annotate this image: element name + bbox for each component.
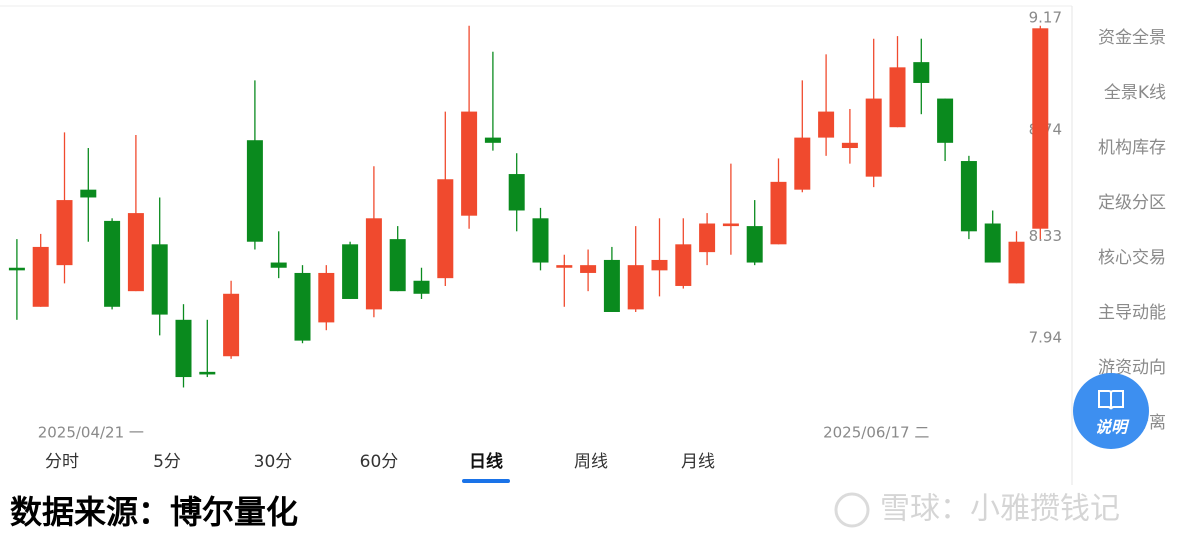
help-icon xyxy=(1098,390,1124,410)
help-label: 说明 xyxy=(1095,418,1130,437)
sidebar: 资金全景全景K线机构库存定级分区核心交易主导动能游资动向筹码分离 xyxy=(1098,28,1166,433)
candle-body xyxy=(699,223,716,253)
candle-body xyxy=(32,246,49,307)
candle-body xyxy=(318,272,335,323)
candle-body xyxy=(175,319,192,378)
candle-body xyxy=(984,223,1001,263)
sidebar-item[interactable]: 机构库存 xyxy=(1098,138,1166,158)
watermark: 雪球：小雅攒钱记 xyxy=(834,492,1120,528)
candle-body xyxy=(865,98,882,177)
candle-body xyxy=(389,239,406,292)
sidebar-item[interactable]: 核心交易 xyxy=(1098,248,1166,268)
sidebar-item[interactable]: 主导动能 xyxy=(1098,303,1166,323)
candle-body xyxy=(199,371,216,375)
tab-bar: 分时 5分 30分 60分 日线 周线 月线 xyxy=(45,451,715,483)
y-tick-label: 9.17 xyxy=(1029,8,1062,26)
help-button-bg xyxy=(1073,373,1149,449)
candle-body xyxy=(651,259,668,271)
candle-body xyxy=(270,262,287,268)
candle-body xyxy=(365,218,382,310)
tab[interactable]: 分时 xyxy=(45,452,79,472)
candle-body xyxy=(937,98,954,143)
help-button[interactable]: 说明 xyxy=(1073,373,1149,449)
candle-body xyxy=(8,267,25,271)
tab[interactable]: 60分 xyxy=(360,452,399,472)
y-tick-label: 8.33 xyxy=(1029,227,1062,245)
x-tick-label: 2025/04/21 一 xyxy=(38,424,144,442)
candle-body xyxy=(722,223,739,227)
candle-body xyxy=(342,244,359,299)
candle-body xyxy=(841,142,858,149)
candle-body xyxy=(246,140,263,242)
candle-body xyxy=(627,265,644,310)
candle-body xyxy=(960,161,977,232)
watermark-text: 雪球：小雅攒钱记 xyxy=(880,492,1120,527)
candle-body xyxy=(461,111,478,216)
candle-body xyxy=(127,213,144,292)
candle-body xyxy=(1032,28,1049,229)
candle-body xyxy=(556,265,573,268)
sidebar-item[interactable]: 资金全景 xyxy=(1098,28,1166,48)
candle-body xyxy=(794,137,811,190)
y-tick-label: 7.94 xyxy=(1029,329,1062,347)
candle-body xyxy=(151,244,168,315)
candle-body xyxy=(437,179,454,279)
source-text: 数据来源：博尔量化 xyxy=(10,493,298,531)
candle-body xyxy=(913,62,930,83)
sidebar-item[interactable]: 游资动向 xyxy=(1098,358,1166,378)
candle-body xyxy=(818,111,835,138)
candle-body xyxy=(484,137,501,143)
candle-body xyxy=(746,226,763,263)
candle-body xyxy=(770,181,787,245)
candle-body xyxy=(80,189,97,198)
tab[interactable]: 周线 xyxy=(574,452,608,472)
tab-underline xyxy=(462,479,510,483)
tab[interactable]: 日线 xyxy=(469,451,503,472)
sidebar-item[interactable]: 定级分区 xyxy=(1098,193,1166,213)
candle-body xyxy=(413,280,430,294)
candle-body xyxy=(532,218,549,263)
candle-body xyxy=(580,265,597,273)
candle-body xyxy=(56,200,73,266)
candle-body xyxy=(675,244,692,286)
tab[interactable]: 30分 xyxy=(254,452,293,472)
sidebar-item[interactable]: 全景K线 xyxy=(1104,83,1166,103)
candle-body xyxy=(104,220,121,307)
tab[interactable]: 5分 xyxy=(153,452,181,472)
candle-body xyxy=(1008,241,1025,284)
candle-body xyxy=(889,67,906,128)
candle-body xyxy=(508,174,525,211)
candle-body xyxy=(603,259,620,312)
tab[interactable]: 月线 xyxy=(681,452,715,472)
x-tick-label: 2025/06/17 二 xyxy=(823,424,929,442)
watermark-logo xyxy=(834,492,870,528)
candle-body xyxy=(294,272,311,341)
candle-body xyxy=(223,293,240,357)
